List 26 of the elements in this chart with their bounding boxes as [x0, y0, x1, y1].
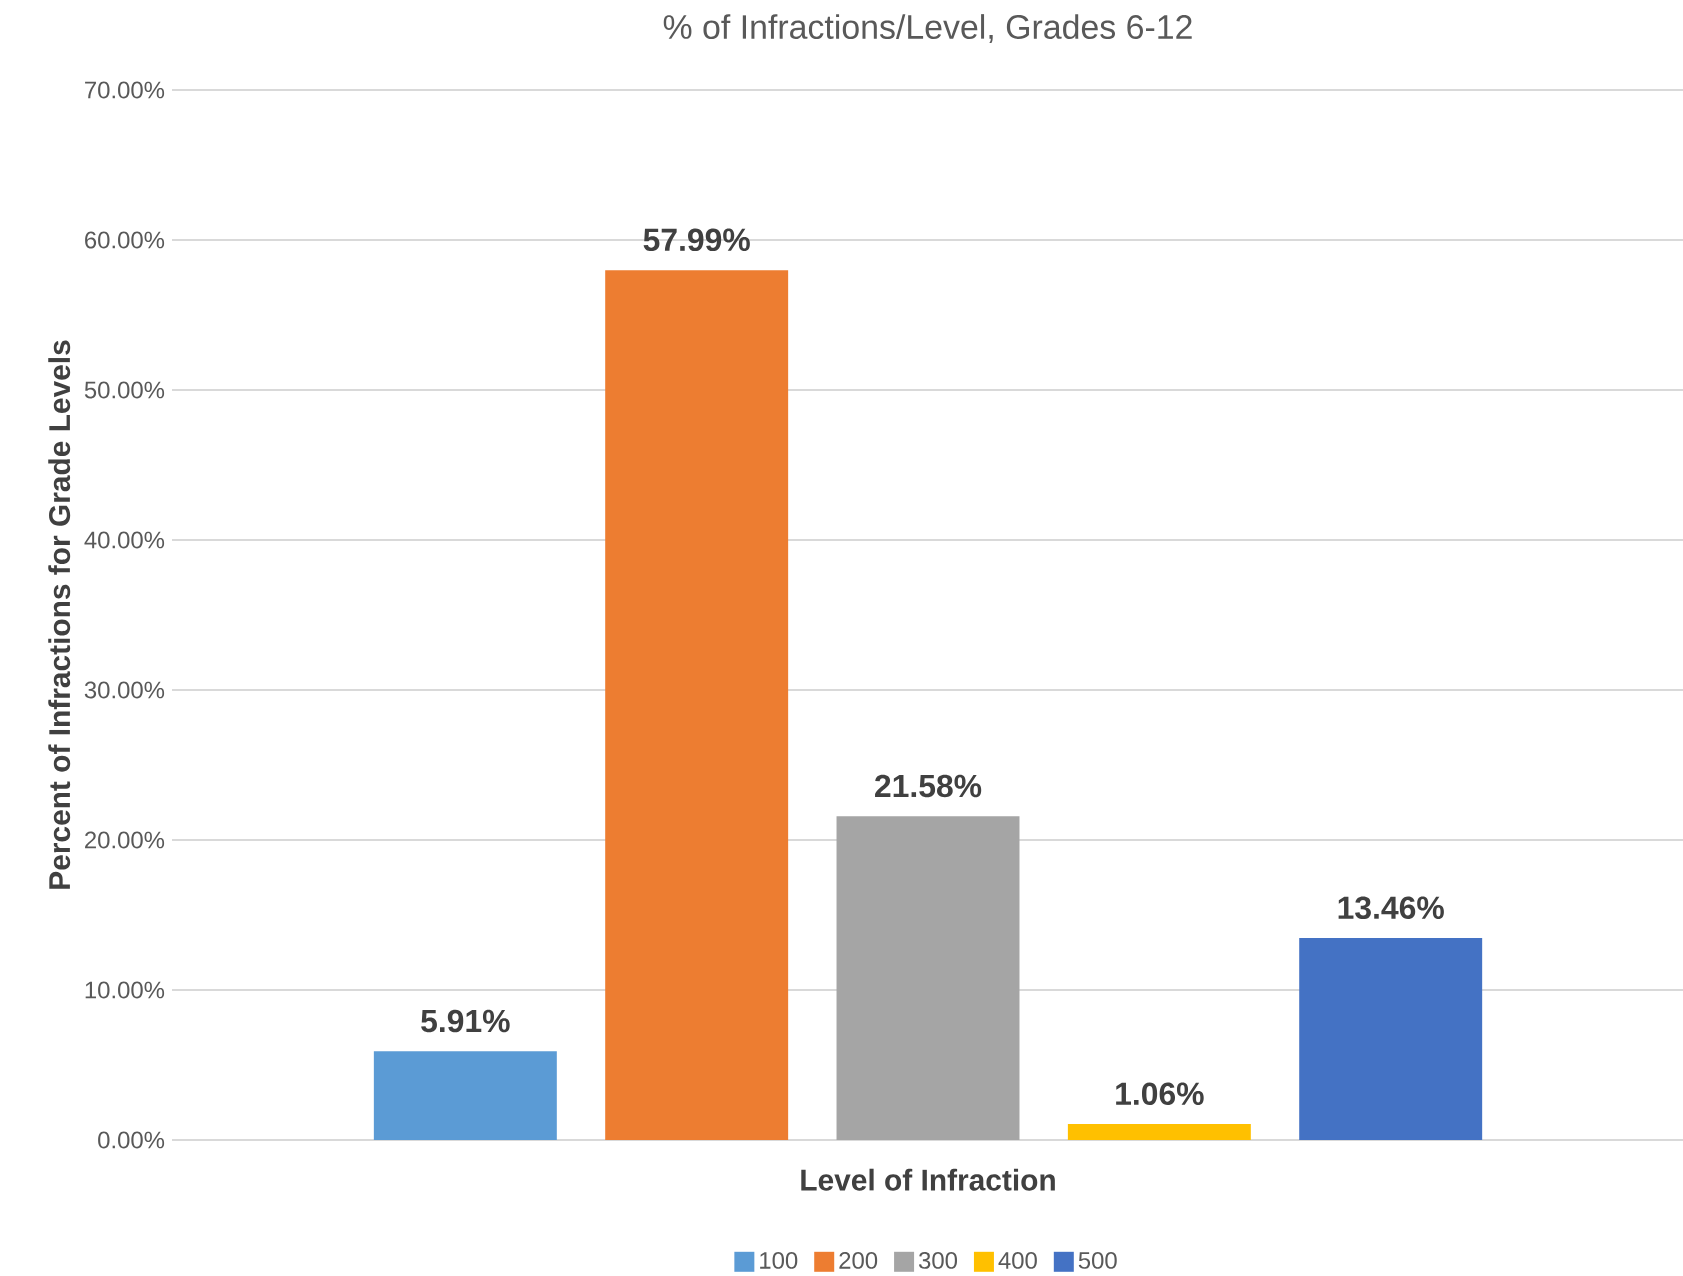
- x-axis-title: Level of Infraction: [801, 1168, 1055, 1191]
- legend-label: 400: [998, 1251, 1037, 1269]
- y-tick-label: 60.00%: [85, 231, 165, 249]
- y-axis-title: Percent of Infractions for Grade Levels: [48, 340, 71, 889]
- data-label: 13.46%: [1338, 896, 1444, 920]
- data-label: 21.58%: [875, 774, 982, 798]
- data-label: 5.91%: [421, 1009, 510, 1033]
- y-tick-label: 50.00%: [84, 381, 165, 399]
- bar: [605, 270, 789, 1140]
- y-tick-label: 40.00%: [84, 531, 165, 549]
- y-tick-label: 70.00%: [85, 81, 165, 99]
- bar: [373, 1051, 557, 1140]
- bar: [1299, 938, 1483, 1140]
- legend-label: 200: [839, 1251, 878, 1269]
- legend-label: 300: [918, 1251, 958, 1269]
- data-label: 1.06%: [1116, 1082, 1204, 1106]
- y-tick-label: 0.00%: [98, 1131, 165, 1149]
- bar: [836, 816, 1020, 1140]
- bar: [1067, 1124, 1251, 1140]
- y-tick-label: 20.00%: [85, 831, 165, 849]
- legend-label: 100: [760, 1251, 798, 1269]
- y-tick-label: 30.00%: [84, 681, 165, 699]
- y-tick-label: 10.00%: [85, 981, 165, 999]
- legend-label: 500: [1078, 1251, 1117, 1269]
- chart-title: % of Infractions/Level, Grades 6-12: [663, 14, 1192, 44]
- data-label: 57.99%: [643, 228, 750, 252]
